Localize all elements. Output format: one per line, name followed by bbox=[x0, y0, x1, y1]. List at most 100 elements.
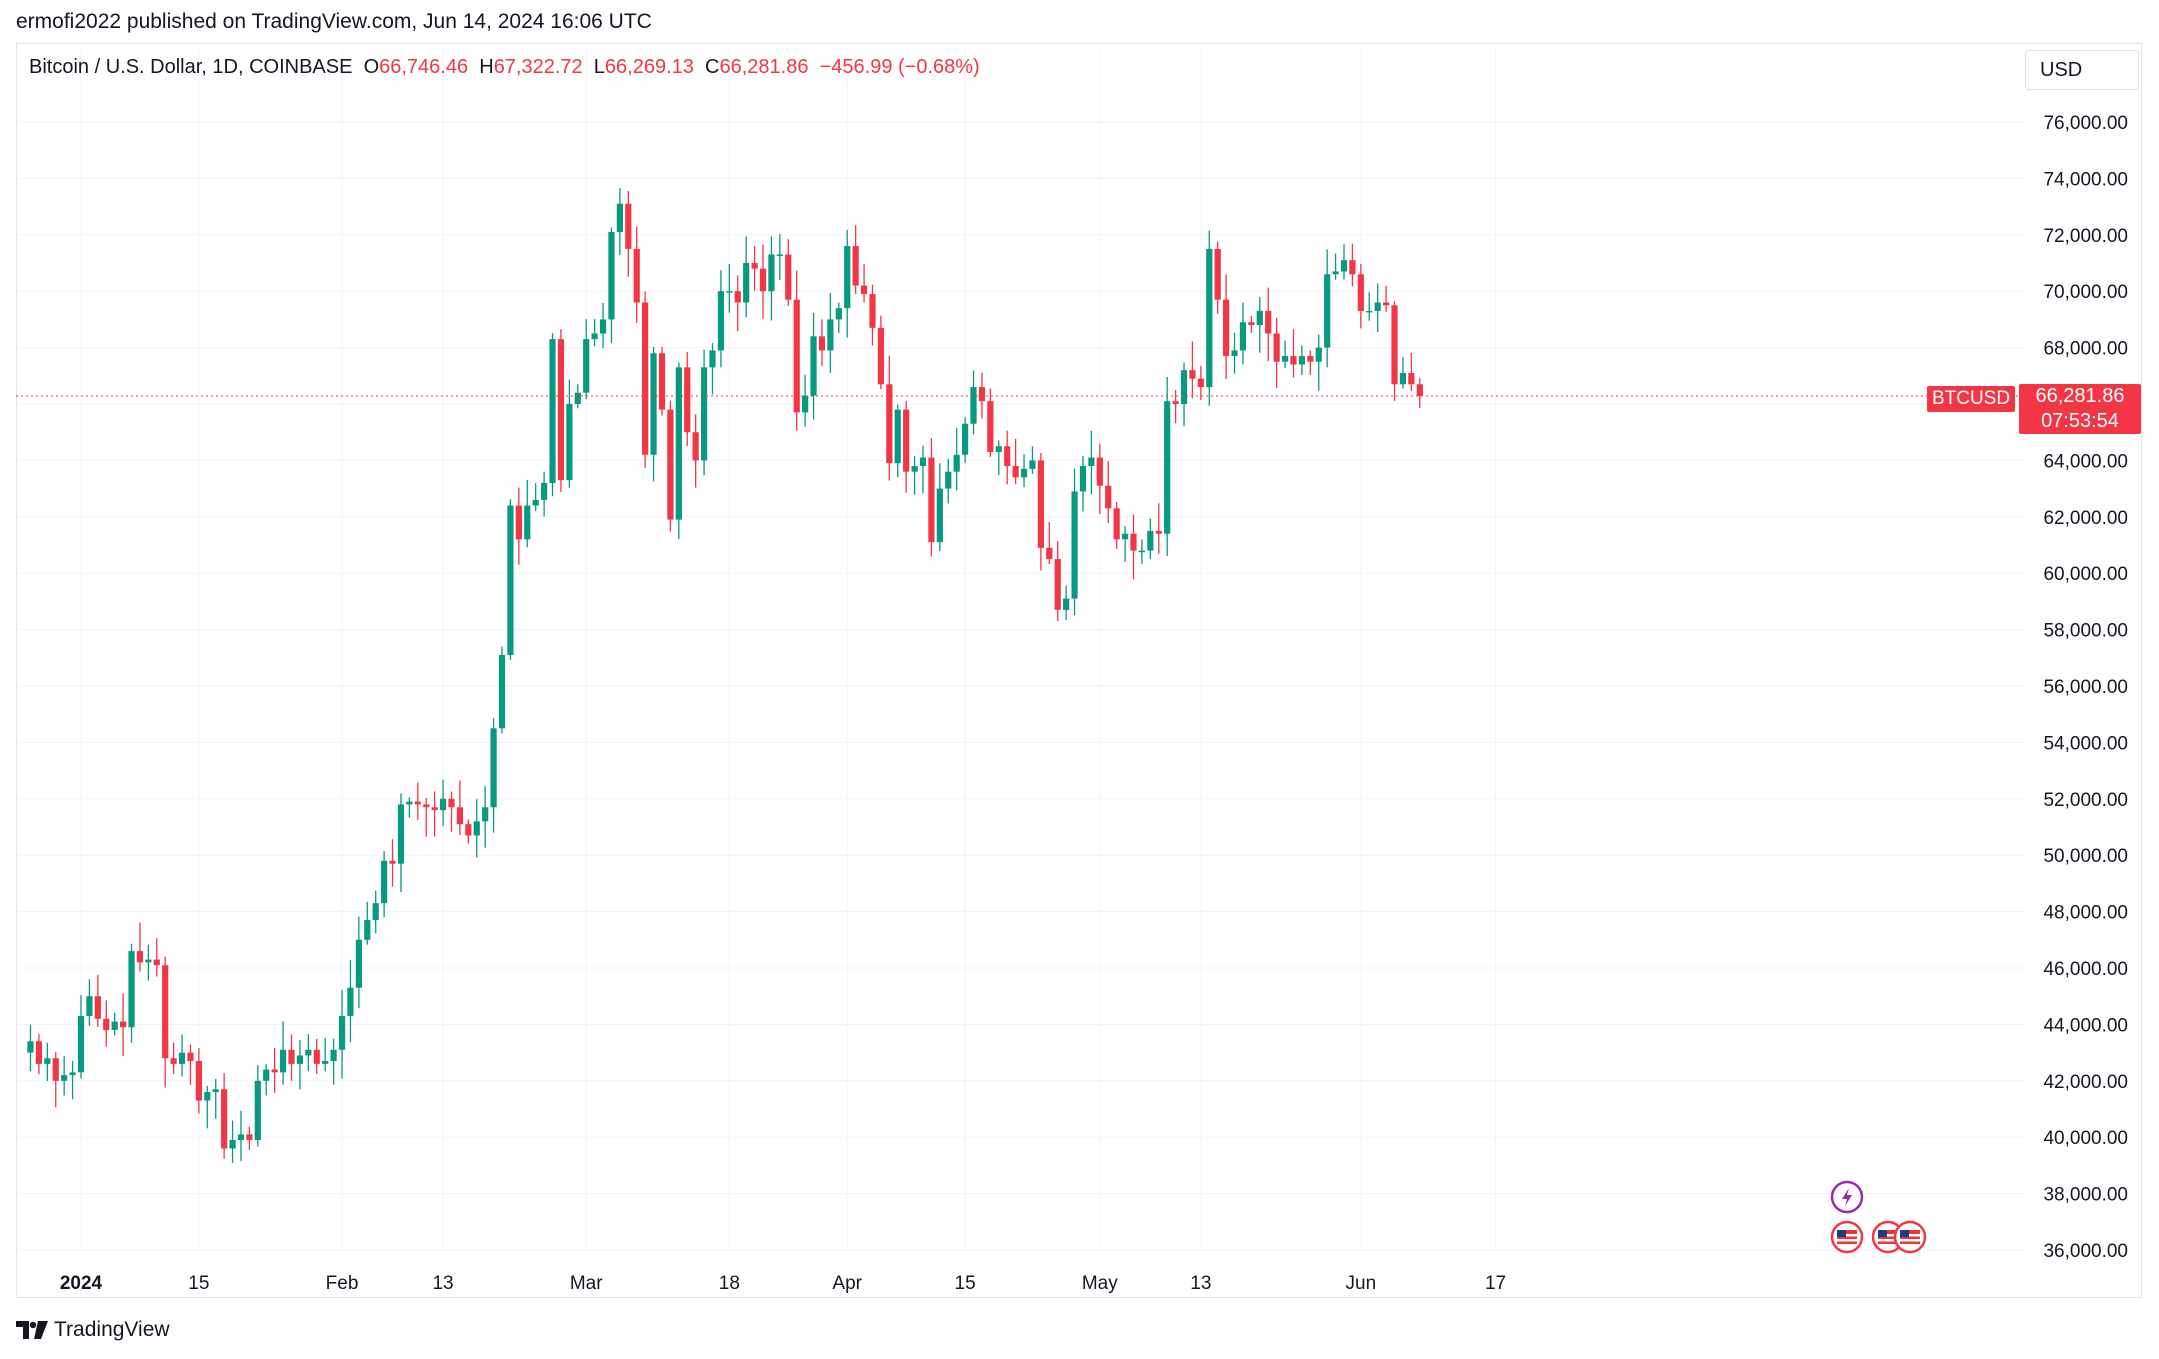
candle-body bbox=[338, 1015, 346, 1050]
y-tick-label: 44,000.00 bbox=[2043, 1015, 2128, 1036]
x-tick-label: 18 bbox=[719, 1273, 740, 1294]
candle-body bbox=[1088, 457, 1095, 467]
x-tick-label: 15 bbox=[955, 1273, 976, 1294]
candle-body bbox=[1416, 384, 1423, 397]
candle-body bbox=[237, 1134, 245, 1141]
candles bbox=[27, 188, 1423, 1163]
candle-body bbox=[759, 268, 767, 292]
x-tick-label: May bbox=[1082, 1273, 1118, 1294]
symbol-title[interactable]: Bitcoin / U.S. Dollar, 1D, COINBASE bbox=[29, 56, 353, 78]
y-tick-label: 54,000.00 bbox=[2043, 733, 2128, 754]
candle-body bbox=[1029, 460, 1036, 469]
candle-body bbox=[431, 807, 438, 811]
candle-body bbox=[482, 807, 489, 822]
candle-body bbox=[246, 1134, 253, 1141]
candle-body bbox=[810, 336, 817, 396]
candle-body bbox=[77, 1015, 85, 1073]
candle-body bbox=[599, 319, 607, 334]
candle-body bbox=[221, 1089, 228, 1149]
y-tick-label: 52,000.00 bbox=[2043, 790, 2128, 811]
y-tick-label: 38,000.00 bbox=[2043, 1185, 2128, 1206]
candle-body bbox=[1206, 248, 1213, 388]
chart-frame[interactable] bbox=[16, 43, 2142, 1298]
candle-body bbox=[684, 367, 691, 433]
candle-body bbox=[473, 821, 480, 836]
candle-body bbox=[532, 499, 539, 506]
candle-body bbox=[423, 804, 430, 808]
candle-body bbox=[1223, 299, 1230, 357]
tradingview-logo-icon bbox=[16, 1321, 48, 1339]
us-flag-event-icon[interactable] bbox=[1830, 1220, 1864, 1254]
candle-body bbox=[894, 409, 901, 464]
event-icons[interactable] bbox=[1830, 1180, 1927, 1254]
candle-body bbox=[692, 432, 699, 461]
ohlc-legend: Bitcoin / U.S. Dollar, 1D, COINBASE O66,… bbox=[29, 56, 980, 79]
close-value: 66,281.86 bbox=[719, 56, 809, 78]
candle-body bbox=[911, 466, 918, 472]
candle-body bbox=[1391, 305, 1398, 385]
candle-body bbox=[456, 807, 463, 825]
candle-body bbox=[818, 336, 826, 351]
candle-body bbox=[1037, 460, 1044, 548]
candle-body bbox=[1383, 302, 1390, 306]
candle-body bbox=[103, 1018, 110, 1031]
candle-body bbox=[254, 1080, 261, 1141]
candle-body bbox=[717, 291, 725, 351]
candle-body bbox=[1281, 356, 1289, 362]
candle-body bbox=[1374, 302, 1381, 311]
candle-body bbox=[541, 482, 548, 500]
candle-body bbox=[490, 728, 497, 808]
y-tick-label: 56,000.00 bbox=[2043, 677, 2128, 698]
candle-body bbox=[1340, 260, 1348, 272]
candle-body bbox=[94, 996, 101, 1019]
candle-body bbox=[1004, 446, 1011, 467]
candle-body bbox=[1054, 559, 1061, 610]
candle-body bbox=[1180, 370, 1188, 404]
x-tick-label: 13 bbox=[1190, 1273, 1211, 1294]
candle-body bbox=[1315, 347, 1322, 362]
candle-body bbox=[322, 1061, 329, 1064]
bar-countdown: 07:53:54 bbox=[2041, 410, 2119, 432]
candle-body bbox=[195, 1061, 202, 1101]
candle-body bbox=[170, 1058, 177, 1064]
y-tick-label: 40,000.00 bbox=[2043, 1128, 2128, 1149]
candle-body bbox=[136, 951, 144, 963]
us-flag-event-icon[interactable] bbox=[1893, 1220, 1927, 1254]
price-axis[interactable]: 76,000.00 74,000.00 72,000.00 70,000.00 68,0… bbox=[2043, 113, 2128, 1262]
candle-body bbox=[995, 446, 1002, 452]
y-tick-label: 58,000.00 bbox=[2043, 621, 2128, 642]
candle-body bbox=[945, 471, 952, 489]
candle-body bbox=[69, 1072, 76, 1076]
candle-body bbox=[498, 654, 506, 729]
candle-body bbox=[557, 339, 565, 481]
candle-body bbox=[860, 285, 868, 295]
candle-body bbox=[279, 1049, 287, 1073]
candle-body bbox=[524, 505, 531, 540]
candle-body bbox=[178, 1052, 186, 1064]
low-value: 66,269.13 bbox=[604, 56, 694, 78]
candle-body bbox=[953, 454, 960, 472]
candle-body bbox=[591, 333, 598, 340]
candle-body bbox=[962, 423, 969, 455]
candle-body bbox=[700, 367, 708, 461]
candle-body bbox=[616, 203, 623, 232]
lightning-event-icon[interactable] bbox=[1830, 1180, 1864, 1214]
candle-body bbox=[827, 319, 834, 351]
candle-body bbox=[162, 965, 169, 1059]
candle-body bbox=[313, 1049, 320, 1064]
y-tick-label: 62,000.00 bbox=[2043, 508, 2128, 529]
candle-body bbox=[667, 409, 674, 520]
candle-body bbox=[305, 1049, 312, 1056]
candle-body bbox=[928, 457, 935, 543]
time-axis[interactable]: 2024 15 Feb 13 Mar 18 Apr 15 May 13 Jun 17 bbox=[60, 1273, 1506, 1294]
x-tick-label: Apr bbox=[832, 1273, 862, 1294]
candle-body bbox=[987, 401, 994, 452]
y-tick-label: 50,000.00 bbox=[2043, 846, 2128, 867]
y-tick-label: 72,000.00 bbox=[2043, 226, 2128, 247]
candle-body bbox=[1357, 274, 1364, 311]
candle-body bbox=[903, 409, 910, 472]
candle-body bbox=[364, 920, 371, 940]
tradingview-logo[interactable]: TradingView bbox=[16, 1318, 170, 1342]
currency-button[interactable]: USD bbox=[2025, 50, 2139, 90]
